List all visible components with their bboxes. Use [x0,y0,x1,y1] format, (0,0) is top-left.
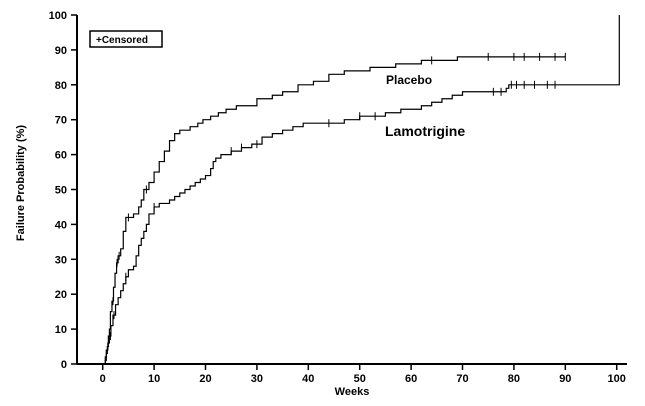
x-tick-label: 10 [148,373,160,385]
x-tick-label: 80 [508,373,520,385]
y-tick-label: 70 [55,115,67,127]
x-tick-label: 70 [456,373,468,385]
y-tick-label: 10 [55,324,67,336]
x-tick-label: 0 [100,373,106,385]
y-tick-label: 50 [55,185,67,197]
x-tick-label: 50 [354,373,366,385]
censor-marks [109,52,566,341]
x-axis-title: Weeks [335,386,370,398]
y-tick-label: 80 [55,80,67,92]
series-line-lamotrigine [104,15,620,365]
legend-text: +Censored [96,35,148,46]
axes [76,15,627,365]
x-tick-label: 90 [559,373,571,385]
tick-marks [71,14,618,370]
series-lines [104,15,620,365]
y-tick-label: 20 [55,289,67,301]
legend-box: +Censored [89,30,163,48]
series-line-placebo [104,56,566,365]
y-tick-label: 40 [55,219,67,231]
y-tick-label: 90 [55,45,67,57]
y-axis-title: Failure Probability (%) [15,125,27,241]
legend-frame [89,30,163,48]
x-tick-label: 20 [199,373,211,385]
y-tick-label: 30 [55,254,67,266]
y-tick-label: 0 [61,359,67,371]
y-tick-label: 100 [49,10,67,22]
series-label-placebo: Placebo [386,73,432,87]
x-tick-label: 30 [251,373,263,385]
x-tick-label: 100 [608,373,626,385]
x-tick-label: 60 [405,373,417,385]
tick-labels: 0 10 20 30 40 50 60 70 80 90 100 0 10 20 30 40 50 60 70 80 9… [49,10,626,385]
y-tick-label: 60 [55,150,67,162]
x-tick-label: 40 [302,373,314,385]
series-label-lamotrigine: Lamotrigine [385,123,465,139]
